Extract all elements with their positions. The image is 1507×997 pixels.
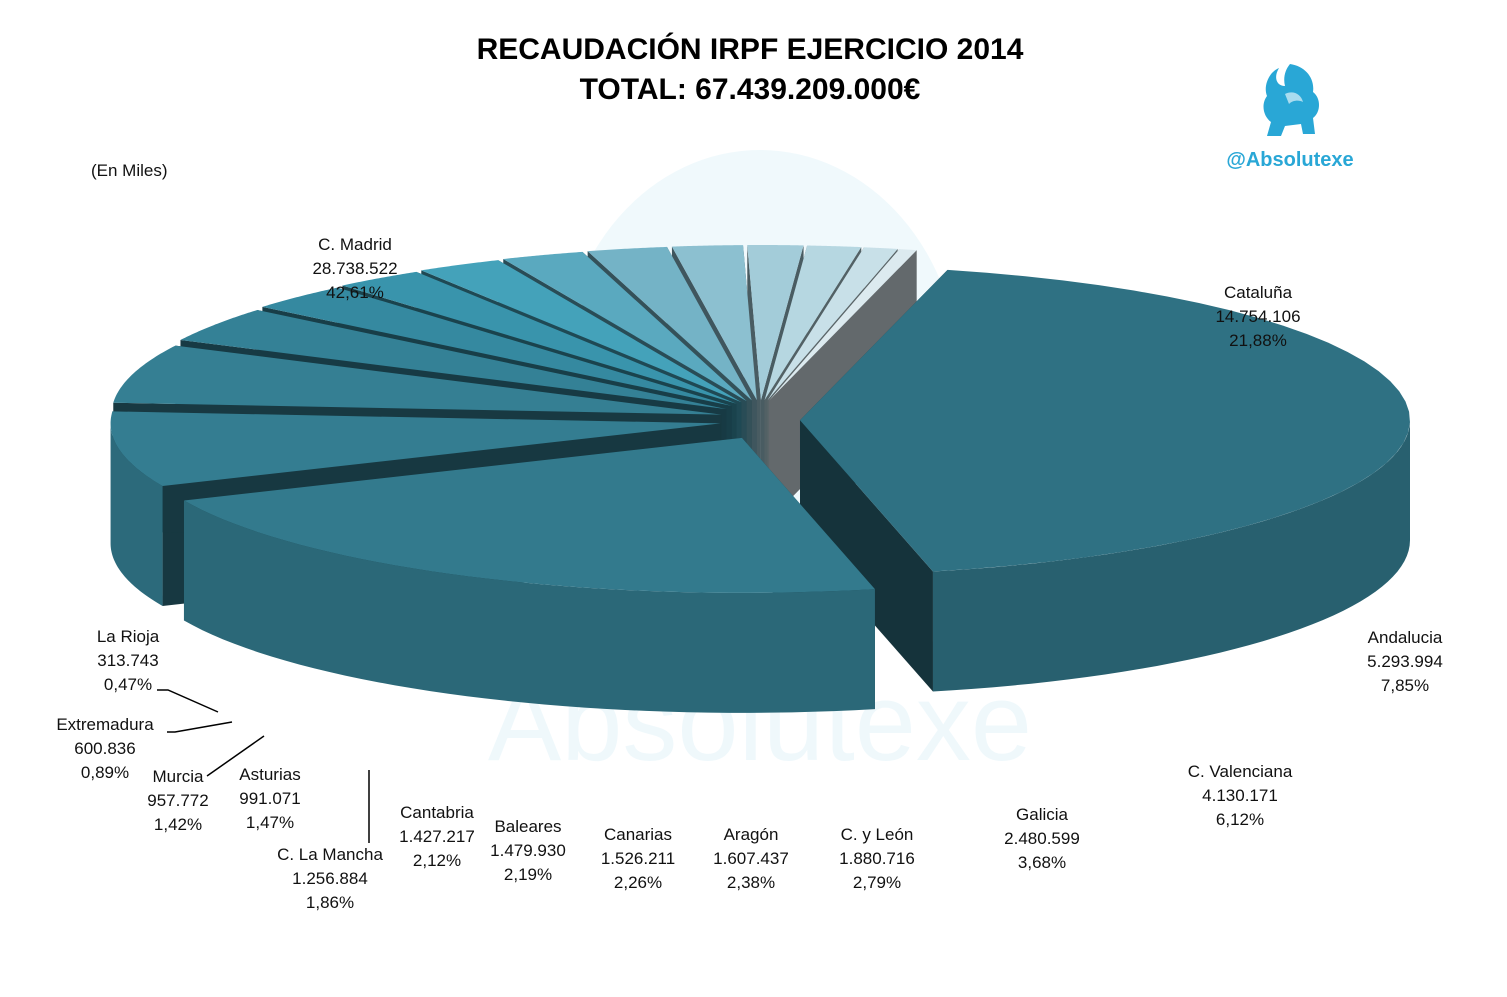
- slice-pct-la-rioja: 0,47%: [104, 675, 152, 694]
- leader-lines: [157, 689, 370, 843]
- slice-label-c-la-mancha: C. La Mancha: [277, 845, 383, 864]
- slice-pct-c-madrid: 42,61%: [326, 283, 384, 302]
- slice-label-andalucia: Andalucia: [1368, 628, 1443, 647]
- slice-value-asturias: 991.071: [239, 789, 300, 808]
- pie-slices: [110, 245, 1410, 713]
- slice-pct-canarias: 2,26%: [614, 873, 662, 892]
- chart-title: RECAUDACIÓN IRPF EJERCICIO 2014: [476, 33, 1024, 66]
- chart-total: TOTAL: 67.439.209.000€: [579, 73, 921, 106]
- slice-pct-murcia: 1,42%: [154, 815, 202, 834]
- slice-label-la-rioja: La Rioja 313.743 0,47%: [97, 627, 160, 694]
- slice-pct-baleares: 2,19%: [504, 865, 552, 884]
- slice-label-asturias: Asturias 991.071 1,47%: [239, 765, 300, 832]
- slice-label-cantabria: Cantabria 1.427.217 2,12%: [399, 803, 475, 870]
- slice-label-c-valenciana: C. Valenciana 4.130.171 6,12%: [1188, 762, 1293, 829]
- slice-value-cantabria: 1.427.217: [399, 827, 475, 846]
- brand-handle: @Absolutexe: [1226, 149, 1354, 171]
- leader-line-extremadura: [167, 721, 233, 733]
- slice-pct-cantabria: 2,12%: [413, 851, 461, 870]
- slice-label-c-madrid: C. Madrid: [318, 235, 392, 254]
- slice-value-aragon: 1.607.437: [713, 849, 789, 868]
- slice-label-baleares: Baleares: [494, 817, 561, 836]
- slice-pct-c-y-leon: 2,79%: [853, 873, 901, 892]
- leader-line-la-rioja: [157, 689, 219, 713]
- slice-label-asturias: Asturias: [239, 765, 300, 784]
- slice-value-canarias: 1.526.211: [601, 849, 675, 868]
- slice-pct-andalucia: 7,85%: [1381, 676, 1429, 695]
- slice-pct-c-la-mancha: 1,86%: [306, 893, 354, 912]
- slice-pct-galicia: 3,68%: [1018, 853, 1066, 872]
- slice-value-c-y-leon: 1.880.716: [839, 849, 915, 868]
- slice-label-murcia: Murcia: [152, 767, 204, 786]
- slice-label-c-la-mancha: C. La Mancha 1.256.884 1,86%: [277, 845, 383, 912]
- slice-label-cataluna: Cataluña: [1224, 283, 1293, 302]
- slice-label-c-valenciana: C. Valenciana: [1188, 762, 1293, 781]
- slice-pct-extremadura: 0,89%: [81, 763, 129, 782]
- slice-value-la-rioja: 313.743: [97, 651, 158, 670]
- slice-label-galicia: Galicia 2.480.599 3,68%: [1004, 805, 1080, 872]
- slice-label-c-madrid: C. Madrid 28.738.522 42,61%: [312, 235, 397, 302]
- slice-label-cataluna: Cataluña 14.754.106 21,88%: [1215, 283, 1300, 350]
- slice-label-extremadura: Extremadura 600.836 0,89%: [56, 715, 154, 782]
- slice-value-c-valenciana: 4.130.171: [1202, 786, 1278, 805]
- slice-label-andalucia: Andalucia 5.293.994 7,85%: [1367, 628, 1443, 695]
- slice-label-murcia: Murcia 957.772 1,42%: [147, 767, 208, 834]
- slice-label-canarias: Canarias: [604, 825, 672, 844]
- slice-label-cantabria: Cantabria: [400, 803, 474, 822]
- slice-value-c-madrid: 28.738.522: [312, 259, 397, 278]
- slice-label-aragon: Aragón: [724, 825, 779, 844]
- slice-pct-asturias: 1,47%: [246, 813, 294, 832]
- slice-value-baleares: 1.479.930: [490, 841, 566, 860]
- leader-line-murcia: [206, 735, 265, 777]
- slice-label-aragon: Aragón 1.607.437 2,38%: [713, 825, 789, 892]
- slice-label-galicia: Galicia: [1016, 805, 1069, 824]
- slice-label-c-y-leon: C. y León 1.880.716 2,79%: [839, 825, 915, 892]
- brand-block: @Absolutexe: [1200, 60, 1380, 172]
- slice-label-c-y-leon: C. y León: [841, 825, 914, 844]
- slice-pct-aragon: 2,38%: [727, 873, 775, 892]
- pie-slice-cataluna: [183, 437, 875, 713]
- slice-labels: C. Madrid 28.738.522 42,61% Cataluña 14.754.…: [56, 235, 1443, 912]
- units-note: (En Miles): [91, 161, 168, 180]
- slice-value-c-la-mancha: 1.256.884: [292, 869, 368, 888]
- slice-value-galicia: 2.480.599: [1004, 829, 1080, 848]
- slice-label-extremadura: Extremadura: [56, 715, 154, 734]
- slice-label-canarias: Canarias 1.526.211 2,26%: [601, 825, 675, 892]
- pie-slice-c-madrid: [799, 269, 1410, 692]
- griffin-logo-icon: [1263, 64, 1319, 136]
- slice-label-baleares: Baleares 1.479.930 2,19%: [490, 817, 566, 884]
- slice-value-murcia: 957.772: [147, 791, 208, 810]
- slice-value-cataluna: 14.754.106: [1215, 307, 1300, 326]
- chart-title-block: RECAUDACIÓN IRPF EJERCICIO 2014 TOTAL: 6…: [0, 30, 1500, 110]
- slice-value-andalucia: 5.293.994: [1367, 652, 1443, 671]
- slice-label-la-rioja: La Rioja: [97, 627, 160, 646]
- slice-value-extremadura: 600.836: [74, 739, 135, 758]
- slice-pct-c-valenciana: 6,12%: [1216, 810, 1264, 829]
- slice-pct-cataluna: 21,88%: [1229, 331, 1287, 350]
